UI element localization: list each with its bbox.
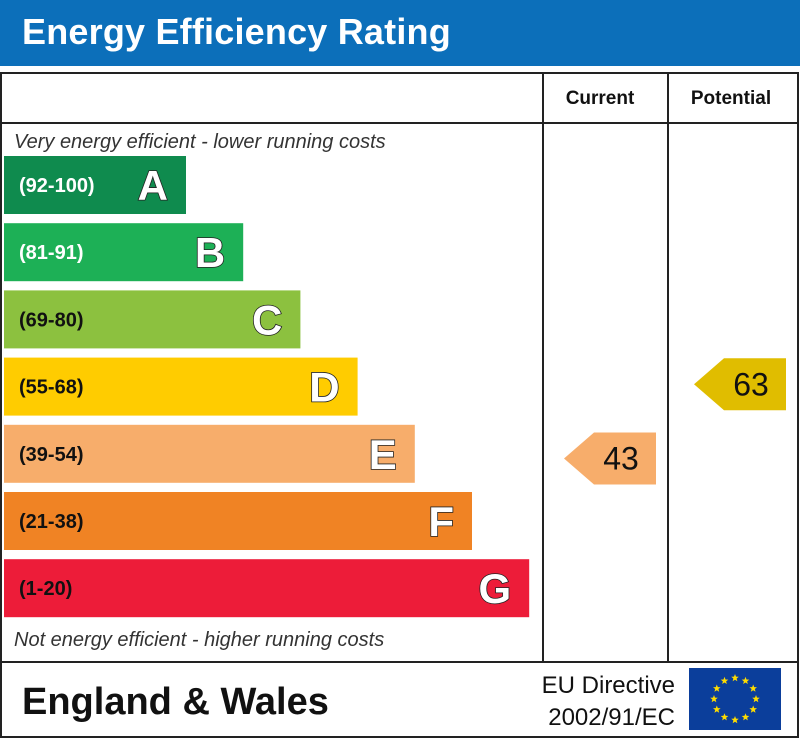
band-e [4,424,415,483]
band-d [4,357,358,416]
eu-star [731,674,739,682]
chart-frame [0,72,799,738]
eu-star [731,716,739,724]
note-efficient: Very energy efficient - lower running co… [14,131,386,153]
band-range-g: (1-20) [19,578,72,600]
eu-star [713,684,721,692]
region-label: England & Wales [22,681,329,723]
band-range-a: (92-100) [19,175,95,197]
band-letter-d: D [309,364,339,411]
band-letter-e: E [369,431,397,478]
directive-line-1: EU Directive [542,672,675,699]
energy-rating-chart: Current Potential Very energy efficient … [0,72,799,738]
eu-star [720,713,729,721]
band-letter-a: A [138,162,168,209]
eu-star [749,705,757,713]
band-g [4,559,530,618]
eu-star [710,695,718,703]
eu-star [749,684,757,692]
band-letter-f: F [428,498,454,545]
band-letter-c: C [252,296,282,343]
band-c [4,290,301,349]
band-range-f: (21-38) [19,511,83,533]
eu-star [713,705,721,713]
potential-rating-arrow [694,358,786,411]
eu-flag-icon [689,668,781,730]
band-a [4,156,186,214]
eu-star [752,695,760,703]
eu-star [741,713,750,721]
column-header-current: Current [566,88,635,109]
band-f [4,492,472,550]
band-b [4,223,244,282]
band-range-d: (55-68) [19,377,83,399]
page-title: Energy Efficiency Rating [22,11,451,52]
column-header-potential: Potential [691,88,771,109]
current-rating-arrow [564,432,656,485]
band-letter-g: G [479,565,512,612]
potential-rating-value: 63 [733,366,769,402]
band-letter-b: B [195,229,225,276]
band-range-b: (81-91) [19,242,83,264]
band-range-c: (69-80) [19,309,83,331]
band-range-e: (39-54) [19,444,83,466]
note-inefficient: Not energy efficient - higher running co… [14,629,384,651]
current-rating-value: 43 [603,440,639,476]
rating-arrows: 43 63 [564,358,786,485]
eu-star [720,676,729,685]
header-bar: Energy Efficiency Rating [0,0,800,66]
eu-star [741,676,750,685]
rating-bands: (92-100) A (81-91) B (69-80) C (55-68) D (39-54)… [4,156,530,618]
directive-line-2: 2002/91/EC [548,704,675,731]
